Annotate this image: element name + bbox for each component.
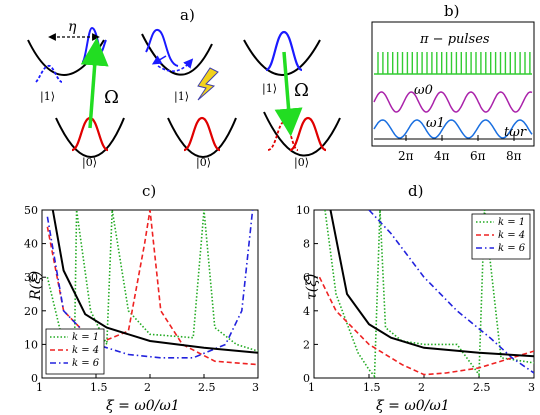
laser-arrow-up: [80, 37, 109, 129]
pulses-label: π − pulses: [419, 32, 490, 47]
y-tick-label: 50: [24, 204, 38, 217]
relaxing-wavepacket: [157, 58, 194, 72]
y-tick-label: 4: [303, 305, 310, 318]
legend-box: [471, 213, 531, 260]
panel-a: a) η |1⟩ |0⟩ Ω |1⟩ |0⟩: [27, 6, 341, 170]
series-line: [368, 210, 534, 374]
time-tick-label: 2π: [398, 149, 414, 163]
panel-b: b) π − pulses ω0 ω1 tωr 2π 4π 6π 8π: [371, 2, 535, 163]
lower-potential-well: [167, 117, 237, 158]
x-axis-label: ξ = ω0/ω1: [106, 398, 180, 414]
x-tick-label: 1.5: [363, 381, 381, 394]
displaced-excited-wavepacket: [35, 65, 63, 83]
laser-arrow-down: [274, 51, 303, 137]
x-tick-label: 2.5: [473, 381, 491, 394]
middle-diagram: |1⟩ |0⟩: [141, 28, 237, 170]
y-tick-label: 2: [303, 338, 310, 351]
y-tick-label: 0: [303, 372, 310, 385]
ket1-right: |1⟩: [262, 82, 277, 96]
y-tick-label: 10: [24, 338, 38, 351]
legend-entry: k = 6: [72, 358, 100, 369]
ket1-mid: |1⟩: [174, 90, 189, 104]
eta-label: η: [68, 19, 77, 35]
panel-c-label: c): [142, 182, 156, 200]
y-tick-label: 20: [24, 305, 38, 318]
lower-potential-well: [263, 111, 341, 157]
legend-box: [45, 328, 105, 375]
series-line: [329, 210, 534, 358]
right-diagram: |1⟩ Ω |0⟩: [243, 30, 341, 170]
x-tick-label: 2: [144, 381, 151, 394]
legend-entry: k = 4: [498, 230, 525, 241]
legend: k = 1 k = 4 k = 6: [45, 328, 105, 375]
time-tick-label: 4π: [434, 149, 450, 163]
ground-wavepacket: [289, 116, 327, 152]
time-axis-label: tωr: [504, 125, 527, 140]
upper-potential-well: [141, 33, 213, 76]
lower-potential-well: [55, 117, 125, 158]
legend: k = 1 k = 4 k = 6: [471, 213, 531, 260]
legend-entry: k = 4: [72, 345, 99, 356]
time-tick-label: 6π: [470, 149, 486, 163]
excited-wavepacket: [145, 28, 179, 67]
upper-potential-well: [243, 39, 321, 76]
y-tick-label: 8: [303, 238, 310, 251]
series-line: [318, 276, 534, 376]
y-axis-label: R(ξ): [28, 271, 44, 301]
excited-wavepacket: [265, 30, 303, 72]
x-tick-label: 2.5: [198, 381, 216, 394]
legend-entry: k = 1: [72, 332, 99, 343]
pi-pulse-train: [374, 52, 532, 75]
omega1-label: ω1: [426, 116, 445, 131]
ket1-left: |1⟩: [40, 90, 55, 104]
y-tick-label: 40: [24, 238, 38, 251]
series-line: [46, 210, 258, 353]
time-axis-ticks: 2π 4π 6π 8π: [374, 135, 532, 163]
omega-left: Ω: [104, 87, 119, 108]
x-tick-label: 1: [36, 381, 43, 394]
series-line: [51, 210, 258, 354]
chart-c: c) R(ξ) ξ = ω0/ω1 1 1.5 2 2.5 301020304050k …: [24, 182, 259, 414]
omega0-wave: [373, 91, 533, 113]
omega-right: Ω: [294, 80, 309, 101]
time-tick-label: 8π: [506, 149, 522, 163]
lightning-bolt-icon: [197, 67, 219, 101]
series-line: [46, 210, 258, 366]
wavepacket-motion-arrow: [151, 55, 167, 65]
x-tick-label: 1.5: [90, 381, 108, 394]
x-tick-label: 3: [252, 381, 259, 394]
x-tick-label: 3: [528, 381, 535, 394]
x-tick-label: 2: [418, 381, 425, 394]
upper-potential-well: [27, 39, 105, 76]
ket0-right: |0⟩: [294, 156, 309, 170]
y-tick-label: 10: [296, 204, 310, 217]
panel-b-frame: [371, 21, 535, 147]
panel-b-label: b): [444, 2, 459, 20]
legend-entry: k = 6: [498, 243, 526, 254]
ket0-left: |0⟩: [82, 156, 97, 170]
y-tick-label: 0: [31, 372, 38, 385]
panel-a-label: a): [180, 6, 195, 24]
omega0-label: ω0: [414, 83, 433, 98]
y-tick-label: 30: [24, 271, 38, 284]
ket0-mid: |0⟩: [196, 156, 211, 170]
y-tick-label: 6: [303, 271, 310, 284]
legend-entry: k = 1: [498, 217, 525, 228]
panel-d-label: d): [408, 182, 423, 200]
x-tick-label: 1: [308, 381, 315, 394]
ground-wavepacket: [183, 116, 221, 152]
x-axis-label: ξ = ω0/ω1: [376, 398, 450, 414]
series-line: [46, 210, 254, 359]
y-axis-label: τ(ξ): [304, 274, 320, 300]
left-diagram: η |1⟩ |0⟩ Ω: [27, 19, 125, 170]
omega1-wave: [373, 119, 533, 139]
